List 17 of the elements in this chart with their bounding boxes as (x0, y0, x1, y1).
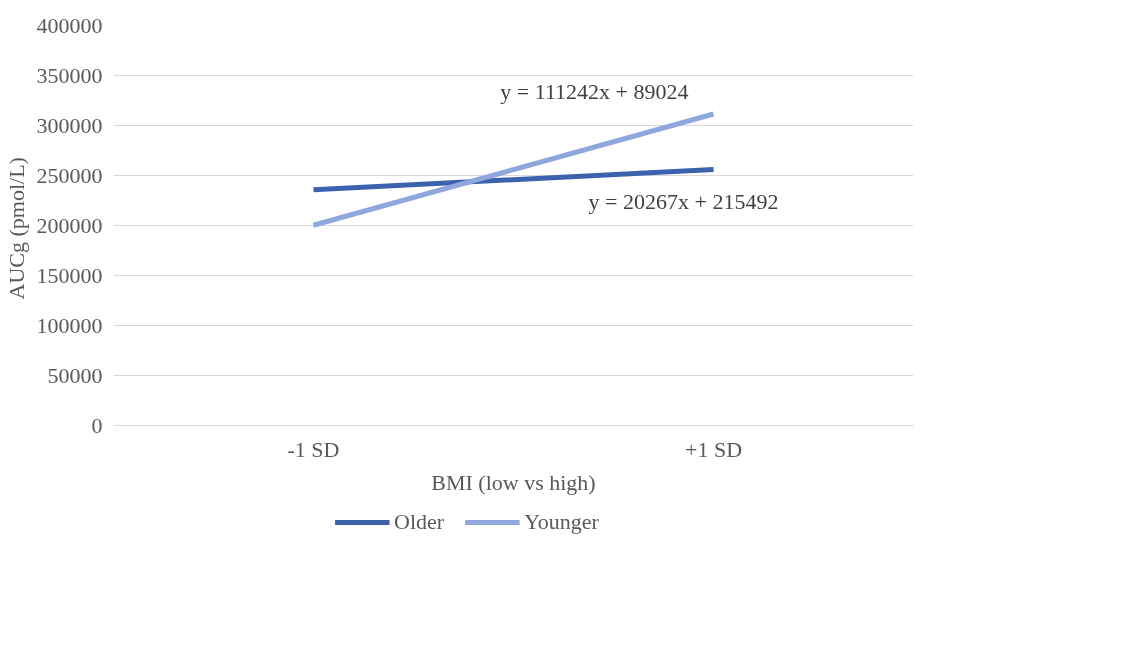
y-tick-label: 300000 (36, 112, 103, 138)
y-tick-label: 350000 (36, 62, 103, 88)
y-tick-label: 50000 (47, 362, 103, 388)
y-tick-label: 250000 (36, 162, 103, 188)
y-tick-label: 100000 (36, 312, 103, 338)
x-tick-label: -1 SD (287, 436, 340, 462)
annotation: y = 111242x + 89024 (500, 79, 689, 105)
y-axis-title: AUCg (pmol/L) (3, 157, 29, 300)
y-tick-label: 0 (91, 412, 103, 438)
y-tick-label: 150000 (36, 262, 103, 288)
legend-label: Older (394, 509, 445, 535)
legend-label: Younger (524, 509, 599, 535)
y-tick-label: 400000 (36, 12, 103, 38)
annotation: y = 20267x + 215492 (588, 188, 779, 214)
x-tick-label: +1 SD (684, 436, 743, 462)
y-tick-label: 200000 (36, 212, 103, 238)
x-axis-title: BMI (low vs high) (431, 469, 596, 495)
